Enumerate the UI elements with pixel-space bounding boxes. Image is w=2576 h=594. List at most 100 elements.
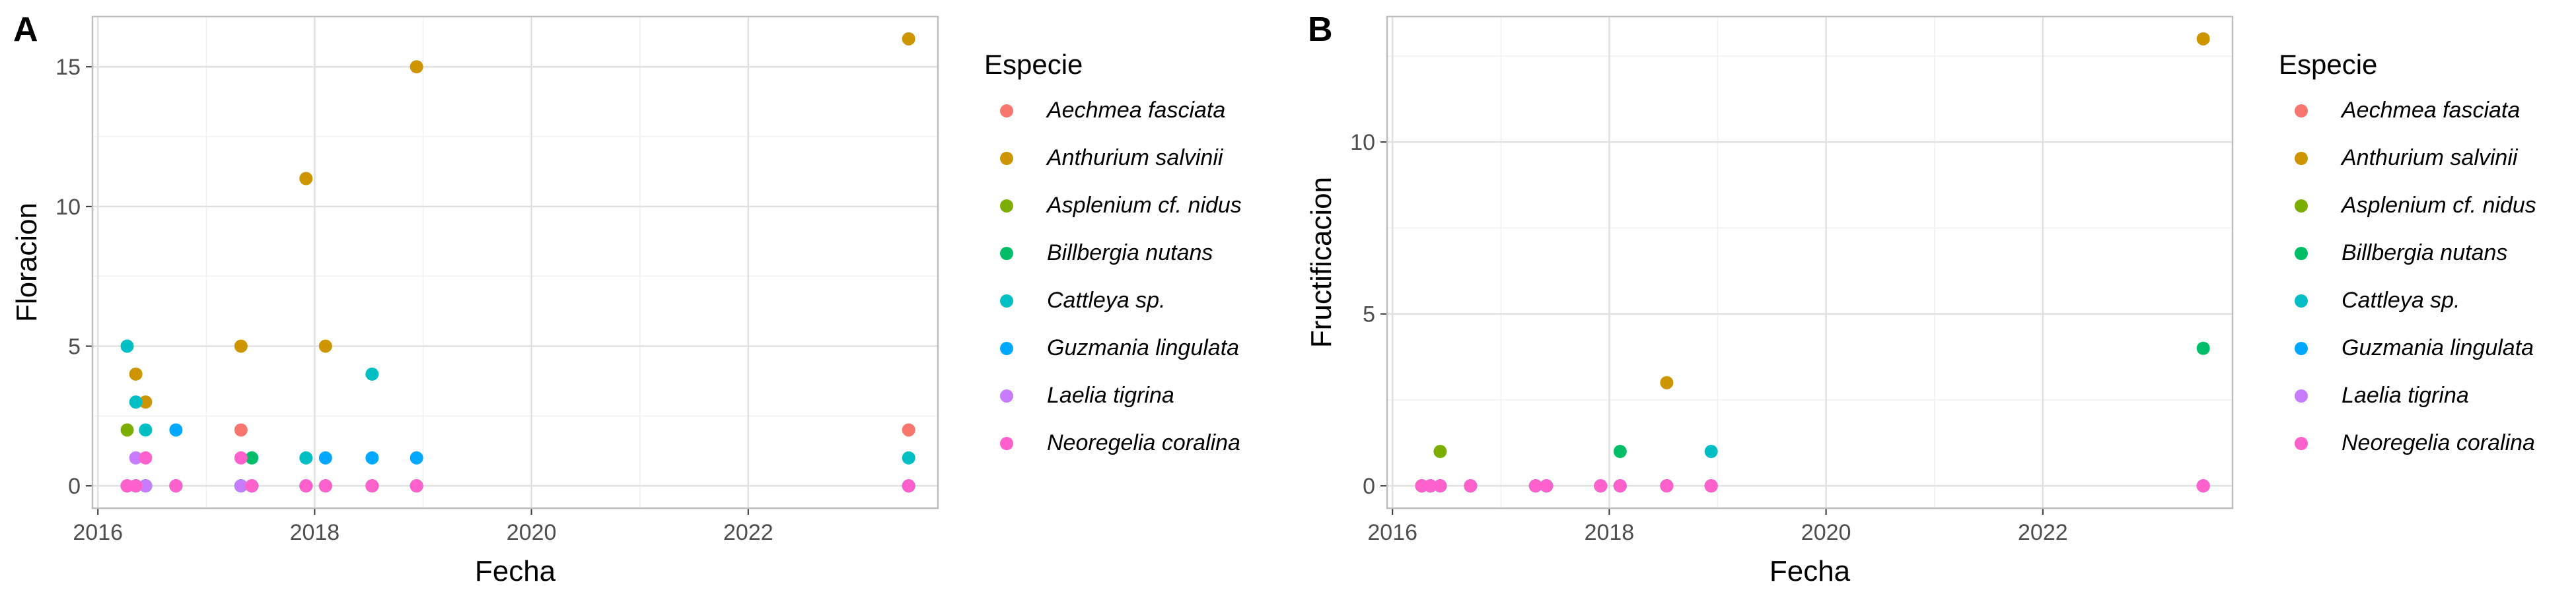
- data-point: [139, 451, 152, 465]
- data-point: [1705, 479, 1718, 492]
- x-tick-label: 2016: [73, 520, 123, 545]
- y-tick-label: 10: [1350, 130, 1375, 155]
- data-point: [1705, 445, 1718, 458]
- y-tick-label: 5: [1363, 302, 1375, 327]
- data-point: [2197, 342, 2210, 355]
- x-tick-label: 2018: [290, 520, 340, 545]
- legend-label: Anthurium salvinii: [2340, 145, 2519, 170]
- data-point: [234, 423, 248, 436]
- data-point: [129, 395, 143, 409]
- data-point: [1660, 376, 1673, 389]
- legend-label: Asplenium cf. nidus: [1046, 193, 1242, 218]
- x-tick-label: 2022: [723, 520, 773, 545]
- x-tick-label: 2020: [1801, 520, 1851, 545]
- data-point: [1614, 479, 1627, 492]
- legend-label: Guzmania lingulata: [1047, 335, 1239, 360]
- data-point: [2197, 32, 2210, 46]
- legend-label: Laelia tigrina: [2342, 383, 2469, 408]
- legend-key: [2295, 294, 2308, 308]
- data-point: [410, 60, 423, 73]
- legend-label: Cattleya sp.: [1047, 288, 1166, 313]
- data-point: [1594, 479, 1607, 492]
- legend: Especie Aechmea fasciata Anthurium salvini…: [984, 49, 1242, 455]
- x-axis-title: Fecha: [1770, 555, 1851, 587]
- legend-key: [1000, 152, 1013, 165]
- data-point: [365, 451, 378, 465]
- data-point: [319, 451, 332, 465]
- legend-key: [1000, 199, 1013, 213]
- data-point: [319, 479, 332, 492]
- data-point: [902, 32, 915, 46]
- y-tick-label: 0: [1363, 474, 1375, 499]
- data-point: [299, 479, 312, 492]
- legend-title: Especie: [984, 49, 1083, 80]
- data-point: [169, 423, 182, 436]
- y-axis-title: Fructificacion: [1305, 177, 1338, 348]
- data-point: [365, 368, 378, 381]
- legend-label: Aechmea fasciata: [2340, 98, 2520, 123]
- legend-key: [1000, 294, 1013, 308]
- legend-label: Guzmania lingulata: [2342, 335, 2534, 360]
- legend-key: [2295, 389, 2308, 403]
- y-tick-label: 15: [55, 55, 81, 80]
- y-axis-title: Floracion: [11, 203, 43, 322]
- legend-key: [2295, 199, 2308, 213]
- data-point: [902, 451, 915, 465]
- data-point: [1660, 479, 1673, 492]
- data-point: [1433, 445, 1447, 458]
- y-tick-label: 5: [68, 334, 81, 359]
- data-point: [902, 423, 915, 436]
- x-tick-label: 2018: [1585, 520, 1635, 545]
- y-tick-label: 0: [68, 474, 81, 499]
- x-tick-label: 2016: [1367, 520, 1417, 545]
- legend-label: Billbergia nutans: [2342, 240, 2507, 265]
- legend: Especie Aechmea fasciata Anthurium salvini…: [2279, 49, 2536, 455]
- legend-key: [1000, 342, 1013, 355]
- data-point: [902, 479, 915, 492]
- data-point: [1540, 479, 1553, 492]
- legend-key: [1000, 247, 1013, 260]
- legend-label: Aechmea fasciata: [1046, 98, 1225, 123]
- data-point: [410, 451, 423, 465]
- data-point: [129, 368, 143, 381]
- data-point: [410, 479, 423, 492]
- data-point: [2197, 479, 2210, 492]
- data-point: [1464, 479, 1477, 492]
- data-point: [299, 451, 312, 465]
- data-point: [121, 339, 134, 352]
- legend-key: [1000, 437, 1013, 450]
- data-point: [234, 339, 248, 352]
- data-point: [121, 423, 134, 436]
- data-point: [319, 339, 332, 352]
- legend-label: Neoregelia coralina: [2342, 430, 2535, 455]
- data-point: [169, 479, 182, 492]
- plot-border: [92, 16, 938, 508]
- data-point: [245, 479, 258, 492]
- legend-key: [2295, 247, 2308, 260]
- data-point: [139, 423, 152, 436]
- legend-key: [2295, 152, 2308, 165]
- y-tick-label: 10: [55, 195, 81, 220]
- data-point: [129, 479, 143, 492]
- legend-title: Especie: [2279, 49, 2377, 80]
- x-tick-label: 2022: [2018, 520, 2068, 545]
- panel-label: B: [1308, 11, 1333, 49]
- legend-key: [2295, 437, 2308, 450]
- legend-label: Anthurium salvinii: [1046, 145, 1224, 170]
- legend-label: Asplenium cf. nidus: [2340, 193, 2536, 218]
- data-point: [1433, 479, 1447, 492]
- legend-label: Neoregelia coralina: [1047, 430, 1240, 455]
- data-point: [299, 172, 312, 185]
- legend-key: [2295, 342, 2308, 355]
- plot-border: [1387, 16, 2233, 508]
- legend-key: [2295, 104, 2308, 117]
- x-tick-label: 2020: [507, 520, 557, 545]
- data-point: [365, 479, 378, 492]
- data-point: [1614, 445, 1627, 458]
- data-point: [234, 451, 248, 465]
- legend-label: Billbergia nutans: [1047, 240, 1213, 265]
- legend-key: [1000, 389, 1013, 403]
- legend-label: Cattleya sp.: [2342, 288, 2460, 313]
- panel-label: A: [13, 11, 38, 49]
